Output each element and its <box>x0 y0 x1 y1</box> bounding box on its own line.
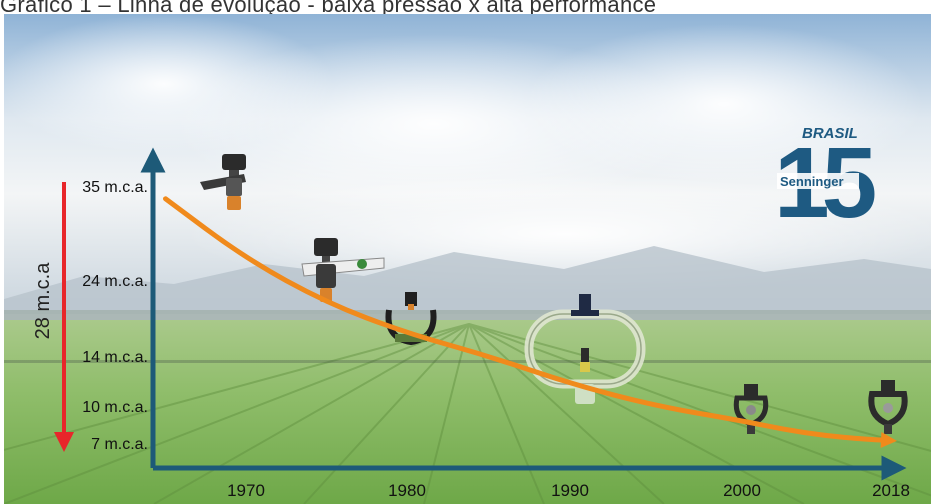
y-tick-label: 7 m.c.a. <box>91 436 148 453</box>
evolution-curve-arrowhead <box>880 432 897 449</box>
chart-svg: 15 BRASIL Senninger 28 m.c.a 35 m.c.a. 24… <box>0 14 931 504</box>
x-tick-label: 2018 <box>872 481 910 500</box>
x-tick-label: 1990 <box>551 481 589 500</box>
evolution-curve <box>163 196 894 443</box>
logo-top-text: BRASIL <box>802 125 858 142</box>
sprinkler-1975-icon <box>301 238 385 302</box>
y-tick-labels: 35 m.c.a. 24 m.c.a. 14 m.c.a. 10 m.c.a. 7 m.… <box>82 179 148 453</box>
chart-caption: Gráfico 1 – Linha de evolução - baixa pr… <box>0 0 657 17</box>
x-tick-label: 1970 <box>227 481 265 500</box>
x-tick-label: 1980 <box>388 481 426 500</box>
pressure-range-label: 28 m.c.a <box>32 262 54 340</box>
chart-scene: 15 BRASIL Senninger 28 m.c.a 35 m.c.a. 24… <box>0 14 931 504</box>
senninger-logo: 15 BRASIL Senninger <box>774 125 883 239</box>
y-tick-label: 24 m.c.a. <box>82 273 148 290</box>
y-tick-label: 35 m.c.a. <box>82 179 148 196</box>
y-tick-label: 14 m.c.a. <box>82 349 148 366</box>
logo-brand: Senninger <box>780 174 844 189</box>
y-tick-label: 10 m.c.a. <box>82 399 148 416</box>
x-tick-label: 2000 <box>723 481 761 500</box>
x-tick-labels: 1970 1980 1990 2000 2018 <box>227 481 910 500</box>
sprinkler-1990-icon <box>524 294 646 404</box>
sprinkler-1970-icon <box>200 154 246 210</box>
sprinkler-2018-icon <box>868 380 908 434</box>
